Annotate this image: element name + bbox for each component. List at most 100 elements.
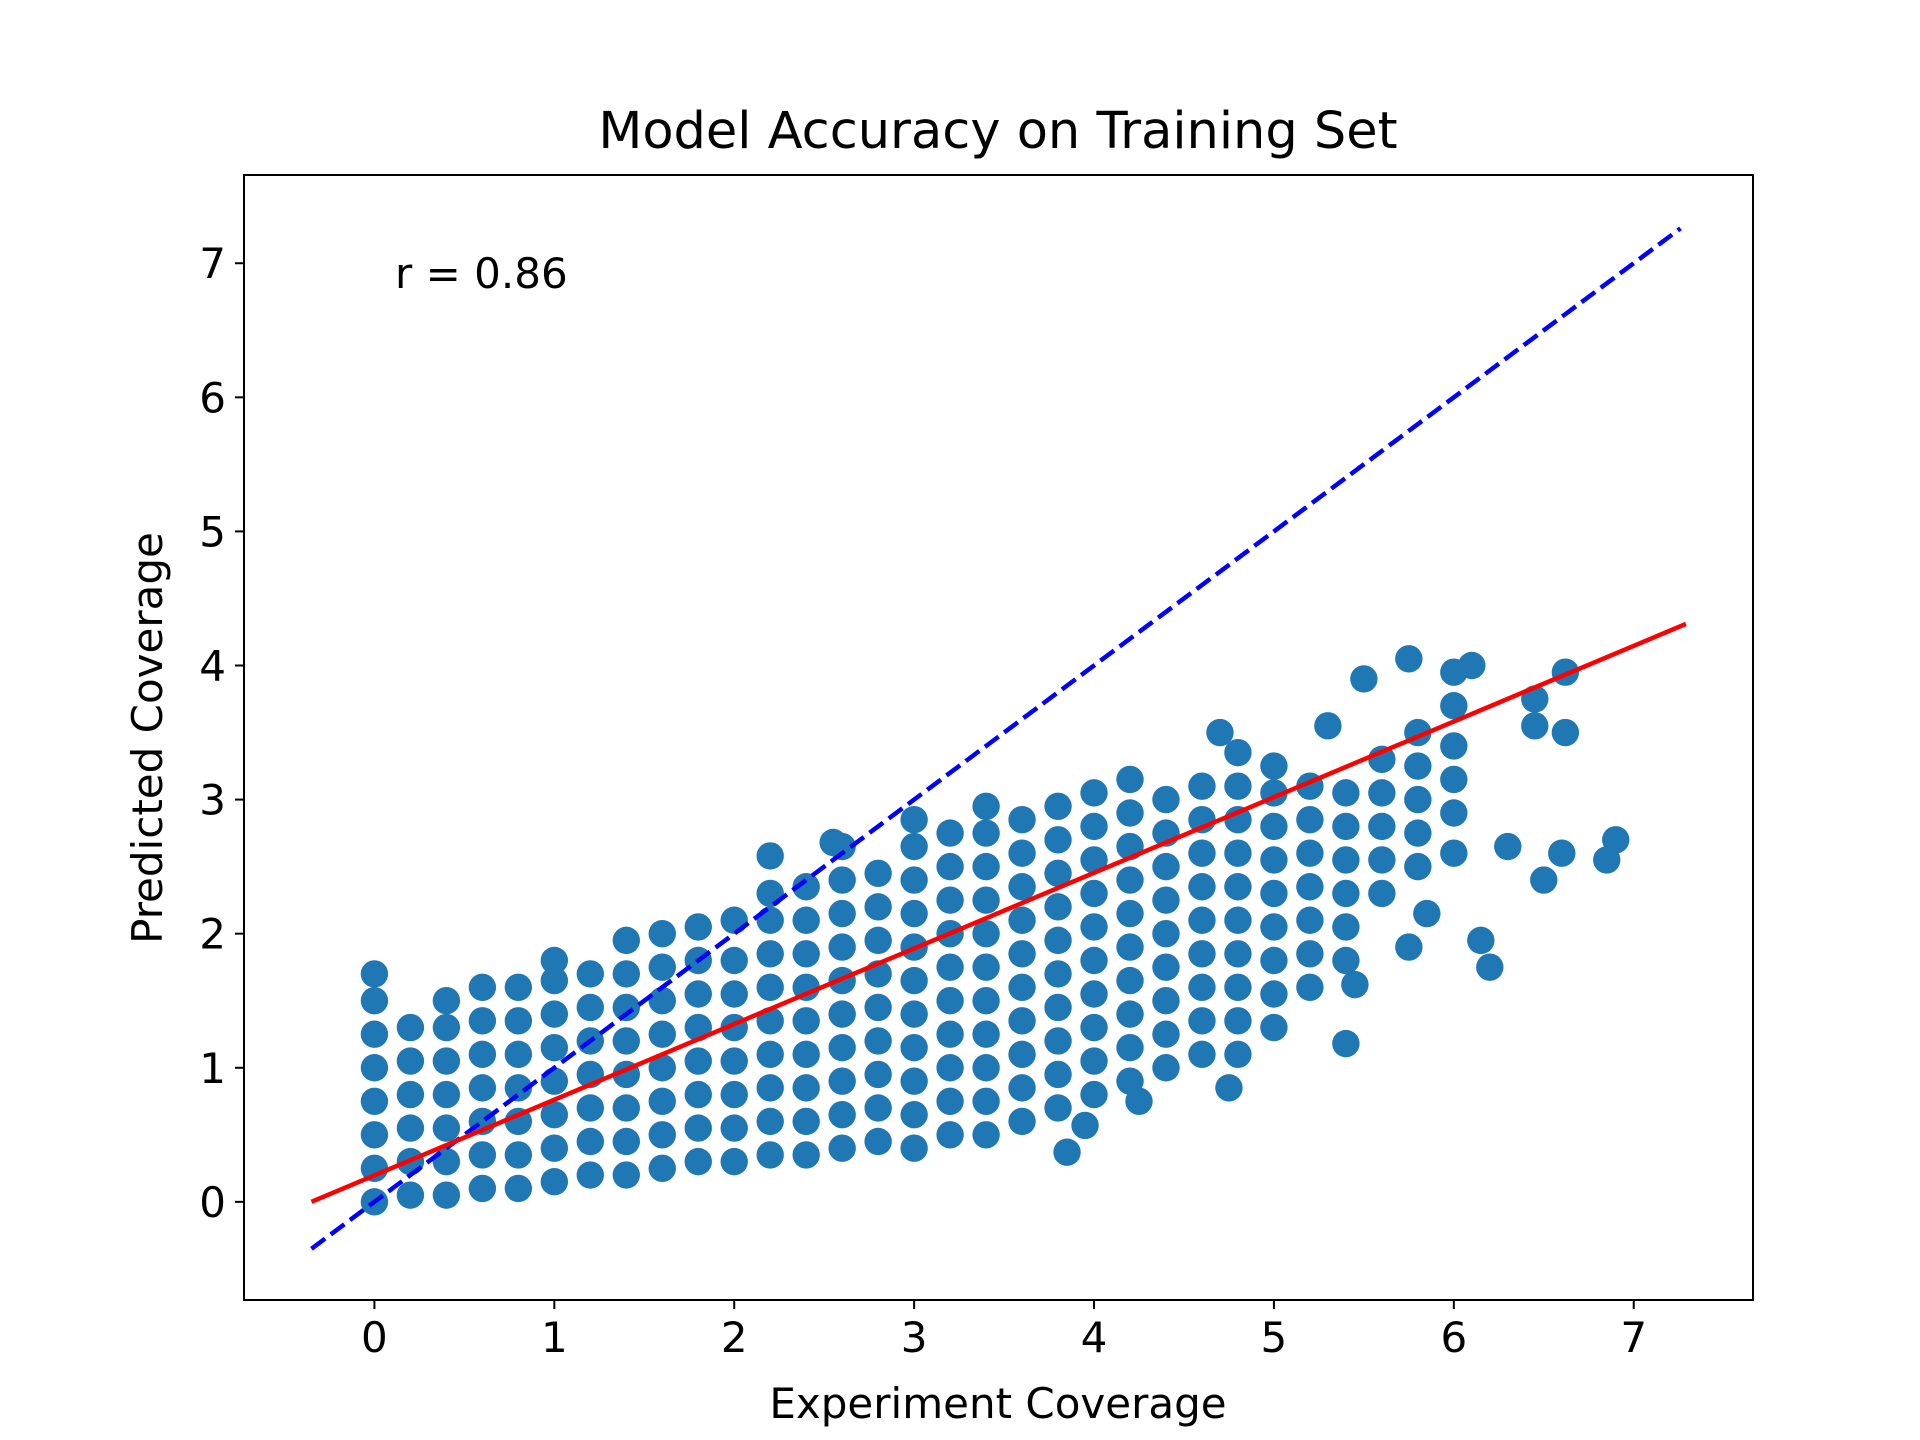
point [1071, 1111, 1099, 1140]
y-tick-label: 3 [199, 776, 226, 825]
point [900, 1000, 928, 1028]
point [828, 933, 856, 961]
point [432, 1114, 461, 1142]
point [1224, 1040, 1252, 1069]
point [540, 1067, 569, 1095]
x-tick-label: 6 [1440, 1313, 1467, 1362]
point [1440, 839, 1468, 867]
point [1332, 812, 1360, 841]
point [1368, 812, 1396, 841]
point [1395, 645, 1423, 673]
point [396, 1080, 425, 1109]
point [684, 1047, 712, 1075]
point [432, 1047, 461, 1075]
point [648, 953, 676, 981]
point [1152, 886, 1180, 914]
point [432, 1181, 461, 1209]
point [1116, 799, 1144, 827]
point [360, 1087, 389, 1115]
point [360, 1054, 389, 1082]
point [1044, 859, 1072, 888]
point [756, 1040, 784, 1069]
x-tick-label: 2 [721, 1313, 748, 1362]
point [684, 913, 712, 941]
point [468, 1141, 497, 1169]
point [1404, 819, 1432, 847]
point [1224, 906, 1252, 934]
point [828, 1067, 856, 1095]
point [540, 946, 569, 975]
point [1413, 899, 1441, 928]
point [504, 1007, 533, 1035]
point [1044, 792, 1072, 820]
point [576, 993, 605, 1022]
point [648, 1020, 676, 1048]
point [576, 1127, 605, 1156]
point [1332, 1029, 1360, 1058]
point [1188, 940, 1216, 968]
point [1044, 1027, 1072, 1055]
point [1116, 765, 1144, 794]
point [1008, 1107, 1036, 1136]
point [540, 1100, 569, 1129]
point [756, 842, 784, 870]
point [432, 987, 461, 1015]
y-tick-label: 6 [199, 373, 226, 422]
point [1476, 953, 1504, 981]
point [864, 1060, 892, 1089]
point [720, 1047, 748, 1075]
point [900, 1033, 928, 1062]
point [1044, 893, 1072, 921]
point [540, 1134, 569, 1162]
point [540, 1168, 569, 1196]
point [1116, 1033, 1144, 1062]
point [1440, 799, 1468, 827]
point [900, 832, 928, 861]
point [612, 1127, 640, 1156]
point [612, 1094, 640, 1122]
point [612, 960, 640, 988]
point [1152, 1020, 1180, 1048]
point [360, 987, 389, 1015]
point [1368, 879, 1396, 908]
point [972, 792, 1000, 820]
point [819, 828, 847, 857]
point [1080, 846, 1108, 874]
point [936, 852, 964, 881]
point [1296, 973, 1324, 1002]
point [468, 1174, 497, 1203]
point [684, 980, 712, 1008]
point [1224, 873, 1252, 901]
point [1224, 839, 1252, 867]
point [1044, 926, 1072, 955]
point [576, 1094, 605, 1122]
point [1116, 1000, 1144, 1028]
point [1224, 940, 1252, 968]
point [1116, 933, 1144, 961]
point [972, 1087, 1000, 1115]
y-tick-label: 7 [199, 239, 226, 288]
point [1080, 1047, 1108, 1075]
x-tick-label: 7 [1620, 1313, 1647, 1362]
point [1224, 973, 1252, 1002]
point [1602, 826, 1630, 854]
point [900, 899, 928, 928]
point [1152, 785, 1180, 814]
point [1332, 879, 1360, 908]
point [792, 1074, 820, 1102]
point [1440, 765, 1468, 794]
point [1350, 665, 1378, 693]
point [1080, 946, 1108, 975]
point [648, 1054, 676, 1082]
point [1440, 692, 1468, 720]
point [504, 1040, 533, 1069]
point [1296, 805, 1324, 834]
point [1260, 846, 1288, 874]
x-tick-label: 0 [361, 1313, 388, 1362]
point [972, 886, 1000, 914]
point [504, 973, 533, 1002]
point [864, 1094, 892, 1122]
point [1494, 832, 1522, 861]
point [1080, 779, 1108, 807]
